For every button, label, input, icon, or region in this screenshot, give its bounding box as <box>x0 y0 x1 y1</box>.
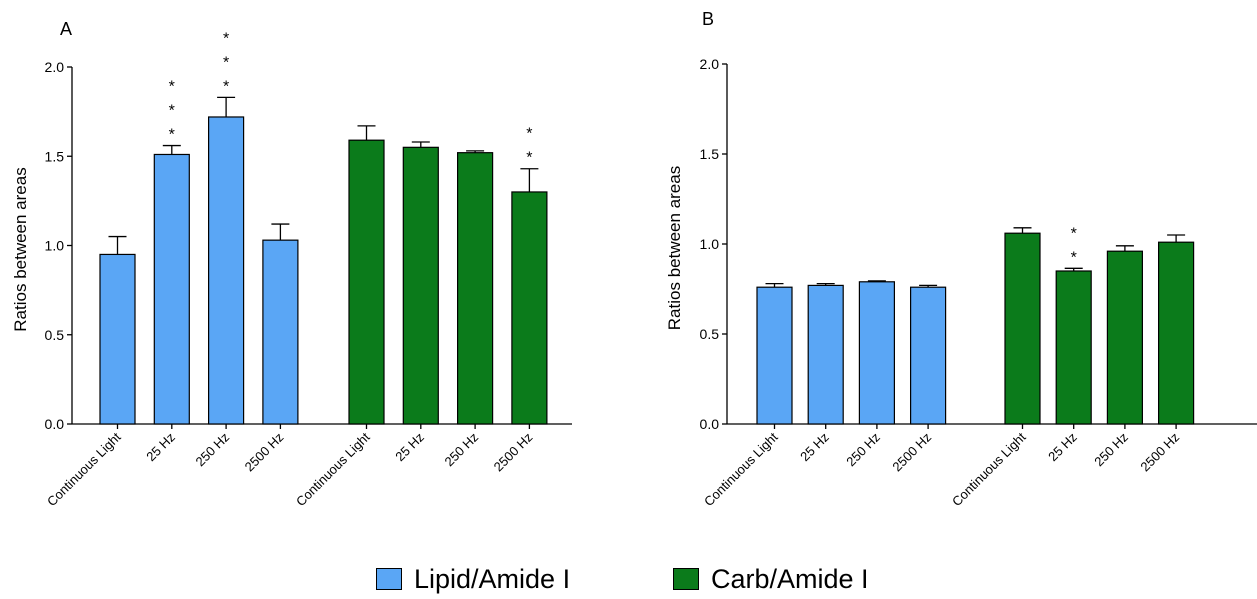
bar <box>1106 250 1144 425</box>
x-tick-label: 2500 Hz <box>242 430 287 475</box>
y-tick-label: 2.0 <box>45 59 65 75</box>
y-axis-label: Ratios between areas <box>11 167 30 331</box>
significance-star: * <box>1071 249 1077 266</box>
legend-label-carb: Carb/Amide I <box>711 564 869 594</box>
significance-star: * <box>169 79 175 96</box>
significance-star: * <box>1071 225 1077 242</box>
y-axis-label: Ratios between areas <box>665 166 684 330</box>
bar <box>756 286 793 425</box>
x-tick-label: 250 Hz <box>1091 430 1131 470</box>
significance-star: * <box>169 127 175 144</box>
x-tick-label: 250 Hz <box>843 430 883 470</box>
bar <box>262 239 299 425</box>
bar <box>153 153 190 425</box>
legend: Lipid/Amide I Carb/Amide I <box>0 565 1257 599</box>
bar <box>457 152 494 425</box>
y-tick-label: 1.0 <box>700 236 720 252</box>
x-tick-label: Continuous Light <box>949 429 1029 509</box>
legend-swatch-lipid <box>376 568 402 590</box>
bar <box>1055 270 1092 425</box>
bar <box>99 253 136 425</box>
x-tick-label: Continuous Light <box>701 429 781 509</box>
panel-label: A <box>60 19 72 39</box>
panel-label: B <box>702 9 714 29</box>
x-tick-label: 2500 Hz <box>491 430 536 475</box>
significance-star: * <box>223 78 229 95</box>
bar <box>807 284 844 425</box>
y-tick-label: 0.5 <box>700 326 720 342</box>
significance-star: * <box>223 30 229 47</box>
y-tick-label: 0.5 <box>45 327 65 343</box>
x-tick-label: 250 Hz <box>192 430 232 470</box>
y-tick-label: 0.0 <box>700 416 720 432</box>
bar <box>858 281 896 425</box>
significance-star: * <box>223 54 229 71</box>
y-tick-label: 1.5 <box>45 148 65 164</box>
x-tick-label: 2500 Hz <box>1137 430 1182 475</box>
significance-star: * <box>526 126 532 143</box>
x-tick-label: 25 Hz <box>1045 430 1080 465</box>
legend-swatch-carb <box>673 568 699 590</box>
bar <box>1157 241 1195 425</box>
x-tick-label: 2500 Hz <box>889 430 934 475</box>
y-tick-label: 2.0 <box>700 56 720 72</box>
legend-item-lipid: Lipid/Amide I <box>376 565 570 593</box>
significance-star: * <box>526 150 532 167</box>
panel-b-chart: B 0.0 0.5 1.0 1.5 2.0 Ratios between areas Cont… <box>665 9 1257 509</box>
legend-label-lipid: Lipid/Amide I <box>414 564 571 594</box>
x-tick-label: Continuous Light <box>44 429 124 509</box>
y-tick-label: 1.0 <box>45 238 65 254</box>
y-tick-label: 1.5 <box>700 146 720 162</box>
x-tick-label: 25 Hz <box>143 430 178 465</box>
bar <box>909 286 947 425</box>
significance-star: * <box>169 103 175 120</box>
x-tick-label: 250 Hz <box>441 430 481 470</box>
x-tick-label: 25 Hz <box>392 430 427 465</box>
y-tick-label: 0.0 <box>45 416 65 432</box>
bar <box>208 116 245 425</box>
bar <box>511 191 548 425</box>
x-tick-label: Continuous Light <box>293 429 373 509</box>
bar <box>348 139 385 425</box>
bar <box>402 146 439 425</box>
x-tick-label: 25 Hz <box>797 430 832 465</box>
legend-item-carb: Carb/Amide I <box>673 565 869 593</box>
panel-a-chart: A 0.0 0.5 1.0 1.5 2.0 Ratios between areas Cont… <box>11 19 572 509</box>
bar <box>1004 232 1041 425</box>
